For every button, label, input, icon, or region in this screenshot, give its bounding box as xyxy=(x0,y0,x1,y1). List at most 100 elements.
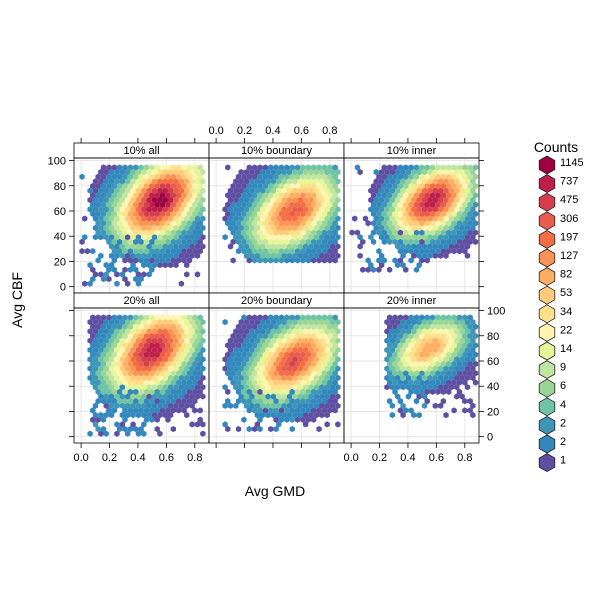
legend-swatch xyxy=(538,155,556,175)
hexbin-cell xyxy=(448,196,455,204)
hexbin-cell xyxy=(159,257,166,264)
hexbin-cell xyxy=(254,206,261,213)
hexbin-cell xyxy=(194,196,201,204)
hexbin-cell xyxy=(159,220,166,227)
hexbin-cell xyxy=(413,201,420,208)
hexbin-cell xyxy=(335,206,341,213)
hexbin-cell xyxy=(321,164,328,171)
hexbin-cell xyxy=(454,215,460,222)
hexbin-cell xyxy=(243,328,250,335)
hexbin-cell xyxy=(427,337,433,344)
hexbin-cell xyxy=(235,220,242,227)
hexbin-cell xyxy=(313,337,320,344)
hexbin-cell xyxy=(472,323,479,330)
hexbin-cell xyxy=(154,388,160,395)
legend-label: 14 xyxy=(560,343,572,355)
hexbin-cell xyxy=(222,206,228,213)
hexbin-cell xyxy=(119,178,126,185)
hexbin-cell xyxy=(408,360,414,368)
hexbin-cell xyxy=(184,234,190,241)
hexbin-cell xyxy=(189,356,195,363)
hexbin-cell xyxy=(251,173,258,180)
hexbin-cell xyxy=(197,164,203,171)
hexbin-cell xyxy=(319,374,325,381)
hexbin-cell xyxy=(192,192,198,199)
hexbin-cell xyxy=(125,412,131,419)
hexbin-cell xyxy=(165,257,171,264)
hexbin-cell xyxy=(235,398,242,405)
hexbin-cell xyxy=(378,187,385,194)
hexbin-cell xyxy=(103,206,109,213)
hexbin-cell xyxy=(408,182,414,190)
hexbin-cell xyxy=(329,252,336,259)
hexbin-cell xyxy=(106,192,112,199)
hexbin-cell xyxy=(294,416,301,423)
hexbin-cell xyxy=(143,192,150,199)
hexbin-cell xyxy=(327,379,333,386)
hexbin-cell xyxy=(386,370,393,377)
hexbin-cell xyxy=(241,360,247,368)
hexbin-cell xyxy=(403,370,409,377)
y-tick-label: 20 xyxy=(54,256,66,268)
hexbin-cell xyxy=(281,196,287,204)
hexbin-cell xyxy=(278,379,285,386)
hexbin-cell xyxy=(143,407,150,414)
hexbin-cell xyxy=(446,192,452,199)
hexbin-cell xyxy=(122,229,128,236)
hexbin-cell xyxy=(427,252,433,259)
hexbin-cell xyxy=(260,374,266,381)
hexbin-cell xyxy=(278,173,285,180)
hexbin-cell xyxy=(200,187,206,194)
hexbin-cell xyxy=(194,187,201,194)
hexbin-cell xyxy=(316,314,322,321)
hexbin-cell xyxy=(230,379,236,386)
hexbin-cell xyxy=(241,238,247,245)
hexbin-cell xyxy=(135,196,142,204)
hexbin-cell xyxy=(451,164,457,171)
hexbin-cell xyxy=(154,407,160,414)
hexbin-cell xyxy=(278,182,285,190)
hexbin-cell xyxy=(100,182,107,190)
hexbin-cell xyxy=(227,374,234,381)
hexbin-cell xyxy=(416,319,422,326)
hexbin-cell xyxy=(149,314,155,321)
hexbin-cell xyxy=(403,238,409,245)
hexbin-cell xyxy=(233,206,239,213)
hexbin-cell xyxy=(397,248,404,255)
hexbin-cell xyxy=(392,388,398,395)
hexbin-cell xyxy=(243,365,250,372)
x-tick-label: 0.6 xyxy=(294,125,309,137)
hexbin-cell xyxy=(230,220,236,227)
hexbin-cell xyxy=(265,365,271,372)
hexbin-cell xyxy=(403,332,409,340)
hexbin-cell xyxy=(454,224,460,231)
hexbin-cell xyxy=(437,234,444,241)
hexbin-cell xyxy=(170,342,177,349)
hexbin-cell xyxy=(243,384,250,391)
hexbin-cell xyxy=(386,201,393,208)
hexbin-cell xyxy=(90,416,96,423)
hexbin-cell xyxy=(472,192,479,199)
hexbin-cell xyxy=(184,365,190,372)
hexbin-cell xyxy=(181,388,187,395)
hexbin-cell xyxy=(173,196,179,204)
hexbin-cell xyxy=(108,169,115,176)
hexbin-cell xyxy=(419,220,425,227)
hexbin-cell xyxy=(257,342,263,349)
hexbin-cell xyxy=(294,323,301,330)
hexbin-cell xyxy=(98,206,104,213)
hexbin-cell xyxy=(300,173,306,180)
hexbin-cell xyxy=(260,187,266,194)
hexbin-cell xyxy=(451,323,457,330)
hexbin-cell xyxy=(159,342,166,349)
hexbin-cell xyxy=(329,365,336,372)
hexbin-cell xyxy=(92,402,99,409)
legend-label: 127 xyxy=(560,250,578,262)
hexbin-cell xyxy=(178,374,185,381)
hexbin-cell xyxy=(243,206,250,213)
hexbin-cell xyxy=(98,196,104,204)
hexbin-cell xyxy=(411,234,417,241)
hexbin-cell xyxy=(100,332,107,340)
hexbin-cell xyxy=(265,206,271,213)
hexbin-cell xyxy=(416,412,422,419)
